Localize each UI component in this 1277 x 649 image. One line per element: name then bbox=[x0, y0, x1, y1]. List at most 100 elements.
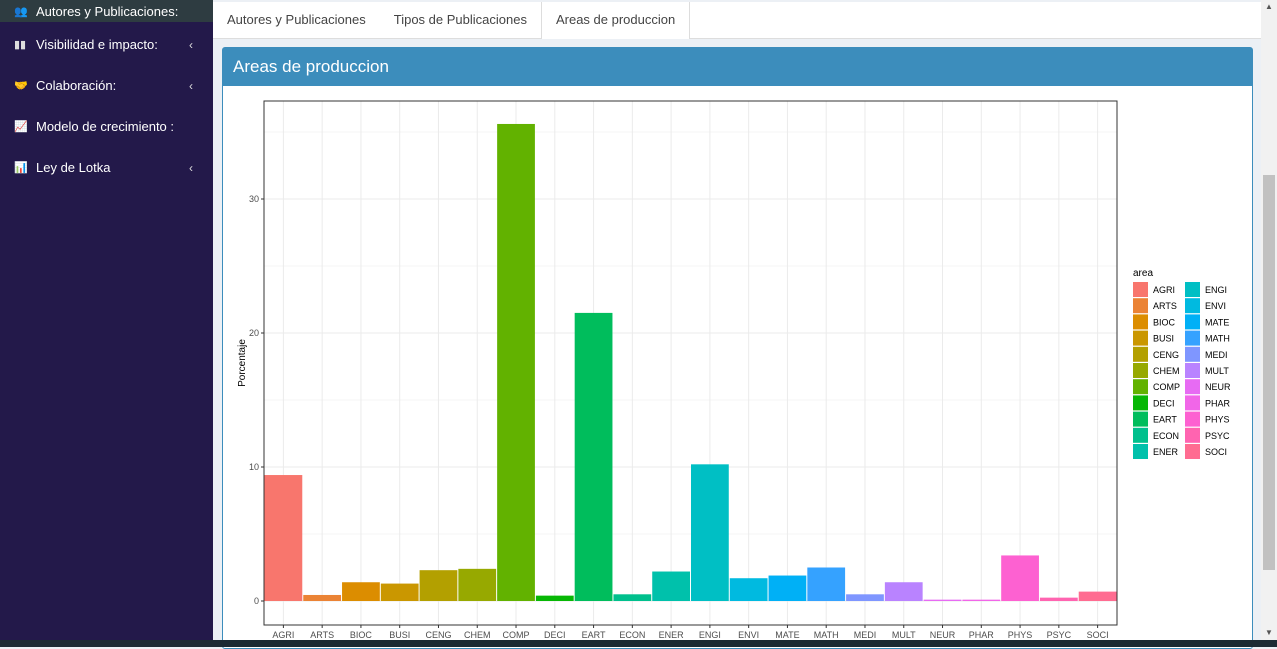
scroll-down-icon[interactable]: ▼ bbox=[1265, 628, 1273, 637]
scroll-up-icon[interactable]: ▲ bbox=[1265, 2, 1273, 11]
bar-CHEM bbox=[458, 568, 497, 601]
legend-key bbox=[1133, 298, 1148, 314]
bar-ENVI bbox=[729, 578, 768, 601]
legend-label: SOCI bbox=[1205, 447, 1227, 457]
legend-label: ECON bbox=[1153, 431, 1179, 441]
legend-label: ENVI bbox=[1205, 301, 1226, 311]
legend-label: PSYC bbox=[1205, 431, 1230, 441]
sidebar-item-label: Modelo de crecimiento : bbox=[36, 119, 175, 134]
book-icon: ▮▮ bbox=[14, 39, 27, 51]
legend-key bbox=[1185, 379, 1200, 395]
legend-key bbox=[1133, 363, 1148, 378]
legend-key bbox=[1133, 427, 1148, 443]
bar-MULT bbox=[884, 582, 923, 601]
y-tick-label: 20 bbox=[249, 328, 259, 338]
legend-title: area bbox=[1133, 268, 1153, 279]
bar-ECON bbox=[613, 594, 652, 601]
legend-key bbox=[1185, 282, 1200, 297]
x-tick-label: EART bbox=[582, 630, 606, 640]
sidebar-item-label: Autores y Publicaciones: bbox=[36, 3, 179, 19]
x-tick-label: MATE bbox=[775, 630, 799, 640]
legend-key bbox=[1185, 314, 1200, 330]
legend-label: MATE bbox=[1205, 317, 1229, 327]
x-tick-label: ECON bbox=[619, 630, 645, 640]
legend-key bbox=[1133, 346, 1148, 362]
x-tick-label: ENER bbox=[659, 630, 685, 640]
legend-key bbox=[1133, 282, 1148, 297]
bar-EART bbox=[574, 312, 613, 601]
legend-label: DECI bbox=[1153, 398, 1175, 408]
sidebar-item-3[interactable]: 📈 Modelo de crecimiento : bbox=[0, 106, 213, 147]
tab-2[interactable]: Areas de produccion bbox=[540, 2, 691, 39]
bar-BUSI bbox=[380, 583, 419, 601]
legend-label: MEDI bbox=[1205, 350, 1228, 360]
sidebar-item-2[interactable]: 🤝 Colaboración: ‹ bbox=[0, 65, 213, 106]
sidebar-item-label: Visibilidad e impacto: bbox=[36, 37, 158, 52]
tab-bar: Autores y Publicaciones Tipos de Publicac… bbox=[213, 2, 1261, 39]
plot-border bbox=[263, 100, 1118, 626]
bar-ARTS bbox=[303, 594, 342, 601]
legend-label: AGRI bbox=[1153, 285, 1175, 295]
legend-key bbox=[1133, 330, 1148, 346]
bar-chart-icon: 📊 bbox=[14, 162, 28, 174]
legend-label: CHEM bbox=[1153, 366, 1180, 376]
tab-0[interactable]: Autores y Publicaciones bbox=[227, 12, 366, 27]
legend-label: ENER bbox=[1153, 447, 1179, 457]
legend-label: BIOC bbox=[1153, 317, 1176, 327]
legend-key bbox=[1133, 379, 1148, 395]
x-tick-label: DECI bbox=[544, 630, 566, 640]
sidebar-item-1[interactable]: ▮▮ Visibilidad e impacto: ‹ bbox=[0, 24, 213, 65]
x-tick-label: MULT bbox=[892, 630, 916, 640]
main-content: Autores y Publicaciones Tipos de Publicac… bbox=[213, 0, 1261, 649]
legend-key bbox=[1185, 330, 1200, 346]
legend-key bbox=[1133, 411, 1148, 427]
box-title: Areas de produccion bbox=[223, 48, 1252, 86]
scrollbar[interactable]: ▲ ▼ bbox=[1261, 0, 1277, 640]
bar-PSYC bbox=[1039, 597, 1078, 601]
legend-key bbox=[1185, 411, 1200, 427]
y-tick-label: 30 bbox=[249, 194, 259, 204]
x-tick-label: MATH bbox=[814, 630, 839, 640]
legend-key bbox=[1185, 444, 1200, 459]
scrollbar-thumb[interactable] bbox=[1263, 175, 1275, 570]
y-tick-label: 0 bbox=[254, 596, 259, 606]
line-chart-icon: 📈 bbox=[14, 121, 28, 133]
x-tick-label: ARTS bbox=[310, 630, 334, 640]
bar-COMP bbox=[497, 123, 535, 602]
legend-label: MATH bbox=[1205, 334, 1230, 344]
legend-label: ARTS bbox=[1153, 301, 1177, 311]
legend-key bbox=[1185, 346, 1200, 362]
legend-label: BUSI bbox=[1153, 334, 1174, 344]
sidebar-item-label: Colaboración: bbox=[36, 78, 117, 93]
x-tick-label: BIOC bbox=[350, 630, 373, 640]
bar-MATE bbox=[768, 575, 807, 601]
legend-key bbox=[1133, 314, 1148, 330]
legend-key bbox=[1185, 363, 1200, 378]
sidebar-item-label: Ley de Lotka bbox=[36, 160, 111, 175]
sidebar-item-0[interactable]: 👥 Autores y Publicaciones: bbox=[0, 0, 213, 22]
legend-label: CENG bbox=[1153, 350, 1179, 360]
bar-PHYS bbox=[1001, 555, 1039, 601]
bar-AGRI bbox=[264, 475, 303, 601]
bar-MEDI bbox=[846, 594, 884, 601]
x-tick-label: SOCI bbox=[1087, 630, 1109, 640]
legend-label: EART bbox=[1153, 415, 1177, 425]
tab-1[interactable]: Tipos de Publicaciones bbox=[393, 12, 527, 27]
x-tick-label: COMP bbox=[503, 630, 530, 640]
x-tick-label: CENG bbox=[425, 630, 451, 640]
sidebar-item-4[interactable]: 📊 Ley de Lotka ‹ bbox=[0, 147, 213, 188]
bar-MATH bbox=[807, 567, 846, 601]
legend-label: ENGI bbox=[1205, 285, 1227, 295]
legend-label: NEUR bbox=[1205, 382, 1231, 392]
bar-DECI bbox=[535, 595, 574, 601]
x-tick-label: PSYC bbox=[1047, 630, 1072, 640]
legend-label: PHYS bbox=[1205, 415, 1230, 425]
sidebar: 👥 Autores y Publicaciones: ▮▮ Visibilidad e… bbox=[0, 0, 213, 640]
x-tick-label: ENVI bbox=[738, 630, 759, 640]
legend-key bbox=[1133, 395, 1148, 411]
users-icon: 👥 bbox=[14, 5, 28, 18]
legend-key bbox=[1185, 298, 1200, 314]
x-tick-label: CHEM bbox=[464, 630, 491, 640]
bar-PHAR bbox=[962, 599, 1001, 601]
x-tick-label: AGRI bbox=[272, 630, 294, 640]
